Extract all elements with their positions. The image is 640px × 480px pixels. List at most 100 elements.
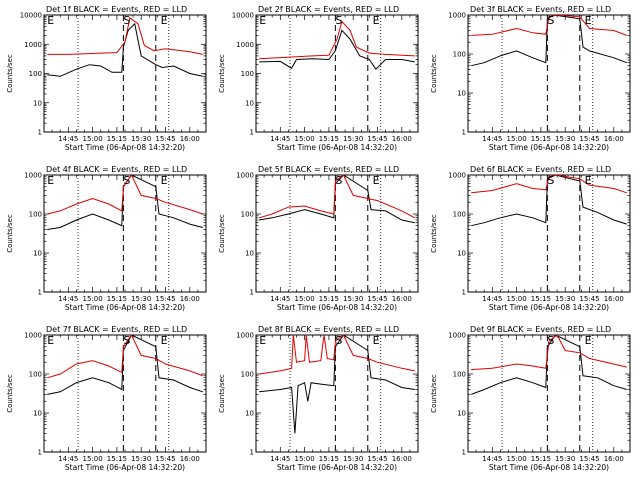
lld-series-line [47, 16, 203, 55]
y-axis-label: Counts/sec [6, 54, 14, 93]
x-tick-label: 15:45 [155, 455, 175, 463]
y-axis-label: Counts/sec [430, 374, 438, 413]
lld-series-line [471, 15, 627, 36]
x-tick-label: 15:30 [555, 135, 575, 143]
plot-frame [43, 14, 207, 133]
chart-title: Det 8f BLACK = Events, RED = LLD [258, 325, 399, 334]
lld-series-line [47, 175, 203, 215]
x-tick-label: 16:00 [180, 455, 200, 463]
x-tick-label: 14:45 [270, 295, 290, 303]
chart-panel: Det 2f BLACK = Events, RED = LLD 1 10 100 10… [218, 5, 419, 152]
y-axis-label: Counts/sec [218, 374, 226, 413]
marker-label: S [335, 14, 342, 27]
marker-label: E [373, 14, 380, 27]
x-tick-label: 14:45 [58, 455, 78, 463]
x-tick-label: 14:45 [482, 135, 502, 143]
x-axis-label: Start Time (06-Apr-08 14:32:20) [277, 463, 397, 472]
marker-label: E [47, 174, 54, 187]
marker-label: S [335, 174, 342, 187]
y-axis-label: Counts/sec [6, 374, 14, 413]
y-axis-label: Counts/sec [218, 214, 226, 253]
marker-label: E [373, 334, 380, 347]
y-tick-label: 100 [241, 371, 254, 379]
x-tick-label: 15:00 [83, 295, 103, 303]
x-tick-label: 14:45 [58, 135, 78, 143]
y-tick-label: 1000 [448, 172, 466, 180]
y-tick-label: 1 [462, 449, 466, 457]
x-tick-label: 15:45 [579, 135, 599, 143]
x-tick-label: 15:45 [367, 135, 387, 143]
events-series-line [471, 15, 627, 67]
chart-title: Det 9f BLACK = Events, RED = LLD [470, 325, 611, 334]
y-axis-label: Counts/sec [430, 214, 438, 253]
y-tick-label: 100 [29, 70, 42, 78]
y-tick-label: 1 [250, 449, 254, 457]
plot-frame [255, 174, 419, 293]
x-tick-label: 15:45 [579, 295, 599, 303]
y-tick-label: 100 [29, 211, 42, 219]
x-tick-label: 14:45 [482, 455, 502, 463]
x-tick-label: 15:15 [107, 295, 127, 303]
x-tick-label: 15:00 [83, 455, 103, 463]
y-tick-label: 1 [38, 129, 42, 137]
x-axis-label: Start Time (06-Apr-08 14:32:20) [65, 303, 185, 312]
x-tick-label: 15:15 [531, 455, 551, 463]
lld-series-line [259, 175, 416, 219]
marker-label: E [47, 14, 54, 27]
x-tick-label: 15:30 [555, 295, 575, 303]
x-axis-label: Start Time (06-Apr-08 14:32:20) [489, 303, 609, 312]
y-tick-label: 1 [38, 449, 42, 457]
x-tick-label: 16:00 [604, 455, 624, 463]
x-tick-label: 15:00 [507, 135, 527, 143]
marker-label: S [123, 14, 130, 27]
y-tick-label: 100 [29, 371, 42, 379]
y-tick-label: 100 [453, 51, 466, 59]
y-tick-label: 10 [33, 250, 42, 258]
y-tick-label: 10000 [232, 12, 254, 20]
lld-series-line [259, 20, 415, 60]
lld-series-line [259, 335, 415, 375]
chart-panel: Det 6f BLACK = Events, RED = LLD 1 10 100 10… [430, 165, 631, 312]
x-tick-label: 16:00 [180, 135, 200, 143]
y-axis-label: Counts/sec [430, 54, 438, 93]
plot-frame [467, 14, 631, 133]
y-tick-label: 1000 [236, 41, 254, 49]
x-tick-label: 16:00 [392, 455, 412, 463]
x-tick-label: 15:15 [319, 455, 339, 463]
x-axis-label: Start Time (06-Apr-08 14:32:20) [65, 463, 185, 472]
x-tick-label: 15:15 [531, 135, 551, 143]
x-tick-label: 15:30 [131, 455, 151, 463]
x-tick-label: 15:30 [555, 455, 575, 463]
x-tick-label: 16:00 [604, 135, 624, 143]
y-tick-label: 1000 [236, 332, 254, 340]
chart-title: Det 2f BLACK = Events, RED = LLD [258, 5, 399, 14]
chart-title: Det 4f BLACK = Events, RED = LLD [46, 165, 187, 174]
y-tick-label: 10 [245, 99, 254, 107]
x-tick-label: 15:00 [507, 295, 527, 303]
y-tick-label: 100 [241, 211, 254, 219]
plot-frame [43, 334, 207, 453]
y-tick-label: 1 [250, 289, 254, 297]
y-tick-label: 1 [250, 129, 254, 137]
x-tick-label: 15:45 [367, 295, 387, 303]
chart-title: Det 5f BLACK = Events, RED = LLD [258, 165, 399, 174]
x-tick-label: 14:45 [270, 135, 290, 143]
y-tick-label: 1000 [24, 41, 42, 49]
x-tick-label: 14:45 [270, 455, 290, 463]
y-tick-label: 1000 [24, 332, 42, 340]
plot-frame [255, 14, 419, 133]
x-tick-label: 15:15 [107, 135, 127, 143]
y-tick-label: 100 [453, 211, 466, 219]
y-tick-label: 10 [33, 410, 42, 418]
events-series-line [259, 335, 415, 434]
marker-label: E [259, 334, 266, 347]
y-tick-label: 1000 [448, 12, 466, 20]
marker-label: E [47, 334, 54, 347]
marker-label: E [161, 334, 168, 347]
chart-title: Det 1f BLACK = Events, RED = LLD [46, 5, 187, 14]
y-tick-label: 1000 [24, 172, 42, 180]
chart-title: Det 7f BLACK = Events, RED = LLD [46, 325, 187, 334]
chart-panel: Det 1f BLACK = Events, RED = LLD 1 10 100 10… [6, 5, 207, 152]
marker-label: E [373, 174, 380, 187]
x-tick-label: 15:00 [507, 455, 527, 463]
